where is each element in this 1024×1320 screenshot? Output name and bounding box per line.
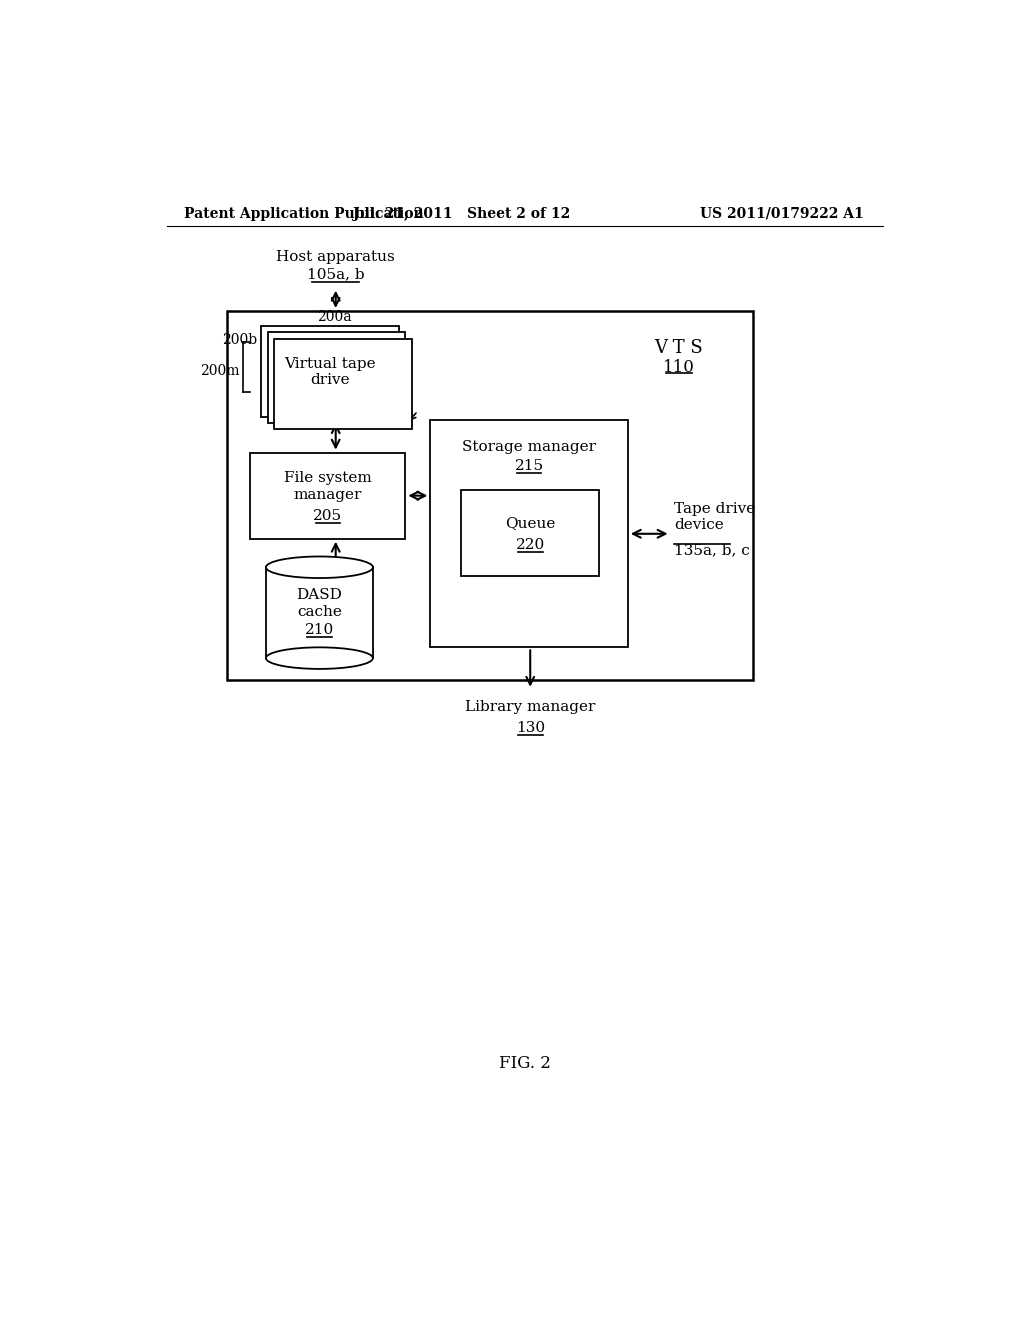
Text: 105a, b: 105a, b <box>307 268 365 281</box>
Text: V T S: V T S <box>654 339 703 356</box>
Bar <box>430 420 628 647</box>
Ellipse shape <box>266 647 373 669</box>
Text: Storage manager: Storage manager <box>462 440 596 454</box>
Text: Jul. 21, 2011   Sheet 2 of 12: Jul. 21, 2011 Sheet 2 of 12 <box>352 207 570 220</box>
Text: 215: 215 <box>514 459 544 474</box>
Text: 220: 220 <box>516 539 545 552</box>
Bar <box>266 578 373 659</box>
Text: Virtual tape
drive: Virtual tape drive <box>285 356 376 387</box>
Bar <box>461 490 599 576</box>
Text: Library manager: Library manager <box>465 701 595 714</box>
Bar <box>273 339 412 429</box>
Text: US 2011/0179222 A1: US 2011/0179222 A1 <box>700 207 864 220</box>
Bar <box>227 312 753 681</box>
Text: Tape drive
device: Tape drive device <box>675 502 756 532</box>
Text: Patent Application Publication: Patent Application Publication <box>183 207 424 220</box>
Bar <box>251 453 406 539</box>
Text: DASD
cache: DASD cache <box>297 589 342 619</box>
Text: 135a, b, c: 135a, b, c <box>675 544 751 558</box>
Text: 130: 130 <box>516 721 545 735</box>
Text: 200b: 200b <box>222 333 257 347</box>
Text: File system
manager: File system manager <box>284 471 372 502</box>
Text: 110: 110 <box>664 359 695 376</box>
Bar <box>261 326 399 417</box>
Ellipse shape <box>266 557 373 578</box>
Text: FIG. 2: FIG. 2 <box>499 1055 551 1072</box>
Text: 200a: 200a <box>316 310 351 323</box>
Text: Host apparatus: Host apparatus <box>276 249 395 264</box>
Bar <box>267 333 406 424</box>
Text: 200m: 200m <box>200 364 240 378</box>
Text: Queue: Queue <box>505 516 555 531</box>
Text: 210: 210 <box>305 623 334 636</box>
Text: 205: 205 <box>313 508 342 523</box>
